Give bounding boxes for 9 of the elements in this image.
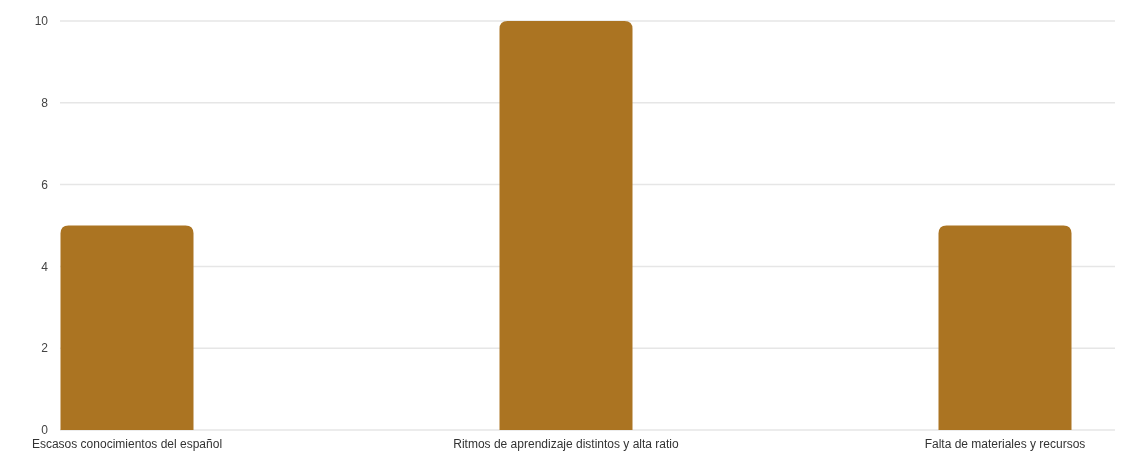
x-tick-label: Escasos conocimientos del español <box>31 437 223 451</box>
y-tick-label: 10 <box>34 14 49 29</box>
y-tick-label: 4 <box>41 259 49 274</box>
y-tick-label: 0 <box>41 423 49 438</box>
x-tick-label: Ritmos de aprendizaje distintos y alta ratio <box>453 437 680 451</box>
y-tick-label: 2 <box>41 341 49 356</box>
y-tick-label: 8 <box>41 96 49 110</box>
x-tick-label: Falta de materiales y recursos <box>924 437 1086 451</box>
y-tick-label: 6 <box>41 177 49 192</box>
